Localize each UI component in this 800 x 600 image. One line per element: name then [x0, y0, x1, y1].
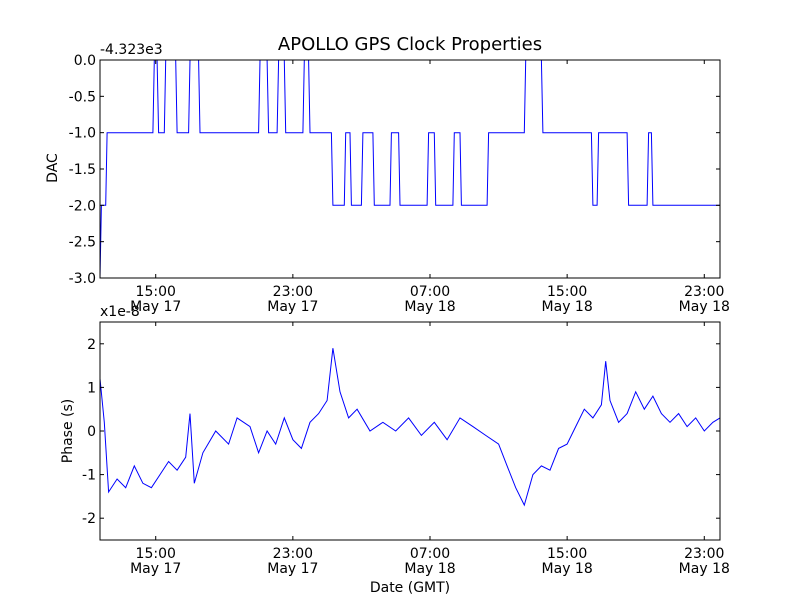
phase-y-tick-label: -1: [82, 468, 96, 484]
phase-x-axis-label: Date (GMT): [370, 580, 450, 596]
phase-y-tick-label: 2: [87, 337, 96, 353]
phase-x-tick-time-label: 07:00: [410, 546, 450, 562]
phase-series-layer: [99, 348, 721, 507]
dac-axes-frame: [99, 59, 721, 279]
phase-x-tick-date-label: May 18: [679, 561, 730, 577]
phase-y-tick-label: 1: [87, 380, 96, 396]
dac-y-tick-label: -1.5: [69, 162, 96, 178]
dac-series-line-0: [99, 59, 720, 279]
dac-y-axis-label: DAC: [45, 153, 61, 183]
dac-plot: -4.323e3 DAC 0.0 -0.5 -1.0 -1.5 -2.0 -2.5 -3.0…: [45, 42, 730, 315]
dac-x-tick-date-label: May 18: [404, 299, 455, 315]
dac-y-tick-label: -1.0: [69, 126, 96, 142]
phase-x-tick-time-label: 23:00: [684, 546, 724, 562]
phase-x-tick-time-label: 23:00: [273, 546, 313, 562]
phase-x-tick-date-label: May 18: [542, 561, 593, 577]
dac-x-tick-time-label: 07:00: [410, 284, 450, 300]
dac-offset-label: -4.323e3: [100, 42, 163, 58]
dac-y-tick-label: -0.5: [69, 89, 96, 105]
dac-y-tick-label: -2.0: [69, 198, 96, 214]
phase-y-axis-label: Phase (s): [60, 399, 76, 463]
dac-series-layer: [99, 59, 720, 279]
dac-x-tick-date-label: May 17: [130, 299, 181, 315]
phase-axes-frame: [99, 321, 721, 541]
dac-y-tick-label: -3.0: [69, 271, 96, 287]
phase-y-tick-label: 0: [87, 424, 96, 440]
dac-x-tick-date-label: May 18: [542, 299, 593, 315]
dac-y-tick-label: -2.5: [69, 235, 96, 251]
phase-x-tick-date-label: May 18: [404, 561, 455, 577]
phase-x-tick-date-label: May 17: [267, 561, 318, 577]
dac-x-tick-time-label: 23:00: [684, 284, 724, 300]
dac-x-tick-date-label: May 17: [267, 299, 318, 315]
phase-x-tick-date-label: May 17: [130, 561, 181, 577]
phase-series-line-0: [99, 348, 721, 507]
dac-x-tick-time-label: 15:00: [136, 284, 176, 300]
phase-x-tick-time-label: 15:00: [547, 546, 587, 562]
phase-offset-label: x1e-8: [100, 304, 140, 320]
phase-x-tick-time-label: 15:00: [136, 546, 176, 562]
figure-title: APOLLO GPS Clock Properties: [278, 34, 542, 55]
dac-x-tick-time-label: 15:00: [547, 284, 587, 300]
dac-x-tick-date-label: May 18: [679, 299, 730, 315]
dac-x-tick-time-label: 23:00: [273, 284, 313, 300]
phase-y-tick-label: -2: [82, 511, 96, 527]
dac-y-tick-label: 0.0: [74, 53, 96, 69]
